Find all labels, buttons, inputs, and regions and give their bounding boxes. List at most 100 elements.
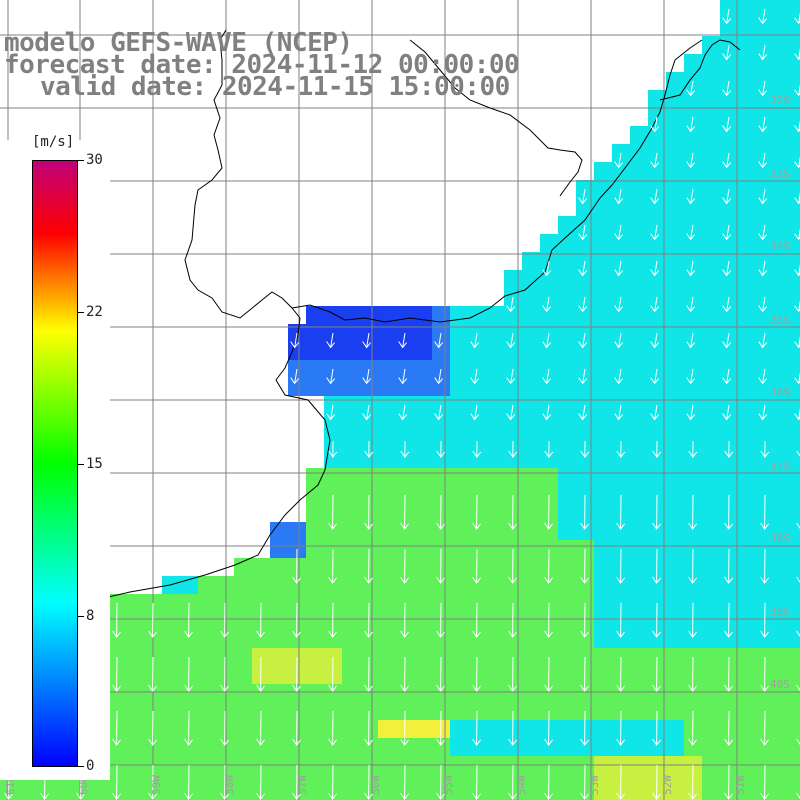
wind-cell	[648, 270, 666, 288]
wind-cell	[396, 576, 414, 594]
wind-cell	[774, 180, 792, 198]
wind-cell	[684, 378, 702, 396]
wind-cell	[306, 738, 324, 756]
wind-cell	[630, 648, 648, 666]
wind-arrow	[112, 602, 121, 638]
wind-cell	[612, 450, 630, 468]
wind-cell	[540, 522, 558, 540]
wind-arrow	[580, 710, 589, 746]
wind-cell	[666, 414, 684, 432]
colorbar-tick-label: 22	[86, 304, 103, 320]
wind-cell	[738, 90, 756, 108]
wind-cell	[774, 216, 792, 234]
wind-cell	[306, 360, 324, 378]
wind-cell	[774, 36, 792, 54]
wind-cell	[702, 198, 720, 216]
wind-cell	[486, 720, 504, 738]
wind-cell	[792, 126, 800, 144]
wind-arrow	[724, 602, 733, 638]
wind-cell	[324, 450, 342, 468]
wind-cell	[342, 504, 360, 522]
wind-cell	[702, 774, 720, 792]
wind-cell	[558, 432, 576, 450]
wind-arrow	[758, 152, 768, 169]
wind-cell	[306, 306, 324, 324]
wind-cell	[666, 450, 684, 468]
wind-cell	[792, 0, 800, 18]
wind-cell	[558, 612, 576, 630]
wind-cell	[774, 270, 792, 288]
wind-cell	[378, 324, 396, 342]
wind-cell	[342, 396, 360, 414]
longitude-label: 58W	[223, 775, 236, 795]
wind-arrow	[796, 576, 800, 584]
wind-cell	[522, 468, 540, 486]
wind-cell	[522, 432, 540, 450]
wind-cell	[486, 306, 504, 324]
wind-cell	[558, 576, 576, 594]
wind-arrow	[796, 738, 800, 746]
wind-cell	[738, 144, 756, 162]
wind-cell	[648, 306, 666, 324]
wind-cell	[738, 270, 756, 288]
wind-arrow	[650, 296, 660, 313]
wind-arrow	[544, 602, 553, 638]
wind-cell	[450, 666, 468, 684]
wind-arrow	[328, 764, 337, 800]
wind-cell	[522, 630, 540, 648]
wind-arrow	[580, 764, 589, 800]
wind-arrow	[256, 602, 265, 638]
wind-cell	[378, 774, 396, 792]
longitude-label: 53W	[588, 775, 601, 795]
wind-cell	[270, 522, 288, 540]
wind-cell	[378, 450, 396, 468]
wind-cell	[774, 450, 792, 468]
wind-cell	[558, 270, 576, 288]
wind-arrow	[328, 602, 337, 638]
wind-arrow	[686, 260, 696, 277]
wind-cell	[774, 90, 792, 108]
wind-cell	[414, 792, 432, 800]
wind-cell	[594, 198, 612, 216]
wind-cell	[792, 198, 800, 216]
wind-cell	[774, 720, 792, 738]
wind-cell	[558, 504, 576, 522]
wind-arrow	[328, 548, 337, 584]
wind-cell	[342, 558, 360, 576]
wind-cell	[756, 630, 774, 648]
wind-cell	[594, 468, 612, 486]
wind-cell	[738, 594, 756, 612]
wind-cell	[396, 738, 414, 756]
wind-cell	[792, 486, 800, 504]
wind-cell	[792, 144, 800, 162]
wind-cell	[594, 324, 612, 342]
wind-cell	[414, 558, 432, 576]
colorbar-tick-label: 30	[86, 152, 103, 168]
wind-cell	[252, 630, 270, 648]
wind-cell	[720, 18, 738, 36]
wind-cell	[756, 90, 774, 108]
wind-arrow	[686, 404, 696, 421]
wind-cell	[396, 630, 414, 648]
wind-cell	[450, 360, 468, 378]
wind-cell	[702, 396, 720, 414]
wind-arrow	[398, 332, 408, 349]
wind-cell	[576, 738, 594, 756]
wind-cell	[360, 450, 378, 468]
wind-cell	[162, 684, 180, 702]
wind-cell	[702, 702, 720, 720]
wind-cell	[18, 792, 36, 800]
wind-cell	[648, 684, 666, 702]
wind-cell	[594, 558, 612, 576]
wind-arrow	[470, 404, 480, 421]
wind-cell	[774, 54, 792, 72]
wind-cell	[234, 774, 252, 792]
wind-cell	[720, 270, 738, 288]
wind-cell	[720, 378, 738, 396]
wind-arrow	[326, 404, 336, 421]
wind-cell	[234, 738, 252, 756]
wind-cell	[756, 162, 774, 180]
wind-cell	[612, 378, 630, 396]
wind-cell	[522, 342, 540, 360]
